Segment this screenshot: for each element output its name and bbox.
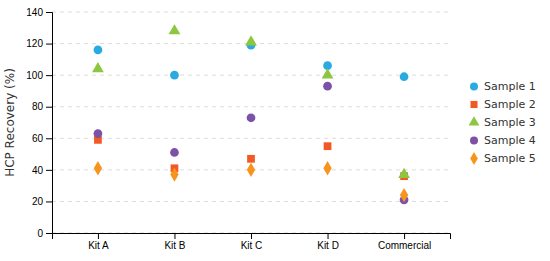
- legend-symbol: [470, 83, 478, 91]
- tick: Kit C: [241, 233, 263, 251]
- legend-item: Sample 1: [470, 80, 536, 93]
- chart: Kit A Kit B Kit C Kit D Commercial 0 20 40 60 80 1…: [0, 0, 550, 261]
- point: [245, 35, 257, 45]
- tick: 40: [32, 165, 52, 176]
- tick-label: 40: [32, 165, 44, 176]
- tick-label: Kit A: [88, 240, 109, 251]
- tick-mark: [46, 44, 52, 45]
- axis-line: [46, 13, 53, 234]
- tick-label: 0: [37, 228, 43, 239]
- tick: 140: [26, 7, 52, 18]
- grid-line: [52, 201, 450, 202]
- tick-mark: [98, 233, 99, 239]
- tick: 120: [26, 38, 52, 49]
- tick: Kit B: [164, 233, 185, 251]
- tick-mark: [46, 75, 52, 76]
- tick: Kit D: [317, 233, 339, 251]
- tick-mark: [46, 201, 52, 202]
- legend-label: Sample 3: [484, 116, 536, 129]
- point: [94, 46, 103, 55]
- point: [170, 71, 179, 80]
- tick-label: 120: [26, 38, 43, 49]
- tick-label: 100: [26, 70, 43, 81]
- point: [324, 142, 332, 150]
- y-axis: 0 20 40 60 80 100 120 140: [26, 7, 52, 239]
- legend-item: Sample 2: [470, 98, 535, 111]
- legend: Sample 1 Sample 2 Sample 3 Sample 4 Sample 5: [469, 80, 536, 165]
- point: [247, 163, 255, 177]
- y-axis-title: HCP Recovery (%): [3, 68, 17, 177]
- plot: Kit A Kit B Kit C Kit D Commercial 0 20 40 60 80 1…: [3, 7, 451, 251]
- tick: Kit A: [88, 233, 109, 251]
- point: [247, 155, 255, 163]
- tick-label: 140: [26, 7, 43, 18]
- tick-mark: [404, 233, 405, 239]
- tick-label: 80: [32, 101, 44, 112]
- point: [94, 129, 103, 138]
- tick-label: Kit D: [317, 240, 339, 251]
- tick-label: Kit C: [241, 240, 263, 251]
- legend-label: Sample 5: [484, 152, 536, 165]
- point: [398, 168, 410, 178]
- legend-symbol: [470, 101, 477, 108]
- tick: 0: [37, 228, 52, 239]
- tick-mark: [251, 233, 252, 239]
- tick-label: 60: [32, 133, 44, 144]
- point: [247, 113, 256, 122]
- point: [170, 148, 179, 157]
- grid-line: [52, 12, 450, 13]
- legend-symbol: [469, 116, 480, 125]
- legend-item: Sample 5: [470, 152, 536, 165]
- grid-line: [52, 138, 450, 139]
- tick: 60: [32, 133, 52, 144]
- legend-symbol: [470, 137, 478, 145]
- point: [92, 62, 104, 72]
- legend-label: Sample 4: [484, 134, 536, 147]
- tick-label: Kit B: [164, 240, 185, 251]
- tick-mark: [328, 233, 329, 239]
- point: [323, 161, 331, 175]
- point: [169, 24, 181, 34]
- grid: [52, 12, 450, 233]
- legend-item: Sample 4: [470, 134, 536, 147]
- axis-line: [53, 234, 451, 240]
- x-axis: Kit A Kit B Kit C Kit D Commercial: [53, 233, 451, 251]
- grid-line: [52, 75, 450, 76]
- tick-mark: [46, 107, 52, 108]
- tick-mark: [46, 138, 52, 139]
- legend-item: Sample 3: [469, 116, 536, 129]
- tick-mark: [46, 170, 52, 171]
- tick-mark: [174, 233, 175, 239]
- point: [94, 161, 102, 175]
- point: [322, 68, 334, 78]
- point: [170, 167, 178, 181]
- legend-symbol: [470, 152, 478, 165]
- tick: 20: [32, 196, 52, 207]
- point: [400, 72, 409, 81]
- tick-mark: [46, 233, 52, 234]
- tick: 80: [32, 101, 52, 112]
- tick-label: 20: [32, 196, 44, 207]
- legend-label: Sample 2: [484, 98, 536, 111]
- tick-label: Commercial: [378, 240, 431, 251]
- points: [92, 24, 410, 204]
- point: [323, 82, 332, 91]
- tick-mark: [46, 12, 52, 13]
- tick: 100: [26, 70, 52, 81]
- tick: Commercial: [378, 233, 431, 251]
- grid-line: [52, 106, 450, 107]
- legend-label: Sample 1: [484, 80, 536, 93]
- point: [400, 188, 408, 202]
